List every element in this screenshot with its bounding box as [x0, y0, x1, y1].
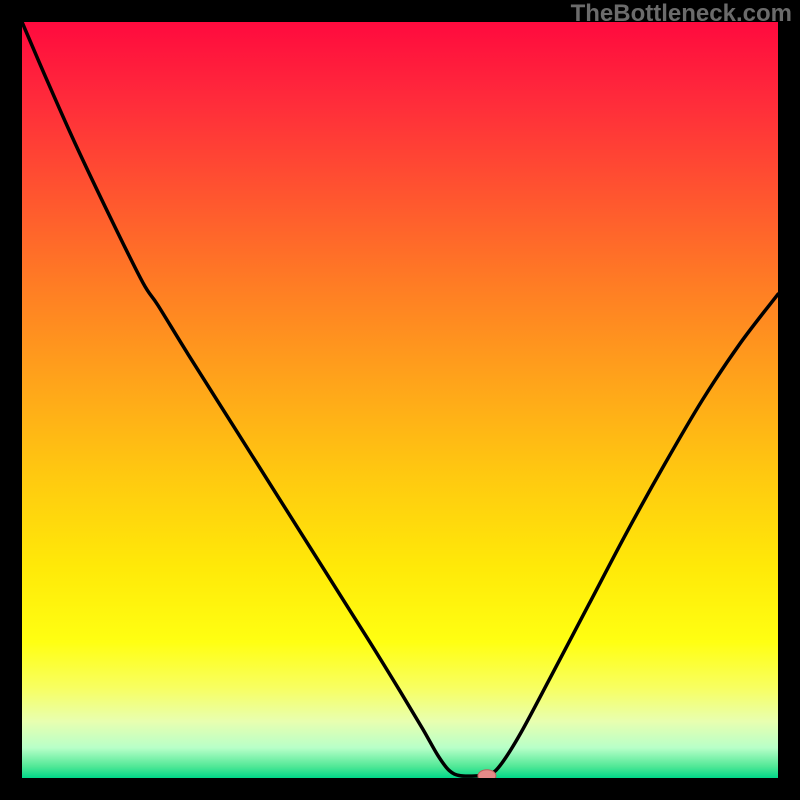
heatmap-gradient — [22, 22, 778, 778]
chart-container: TheBottleneck.com — [0, 0, 800, 800]
plot-area — [22, 22, 778, 778]
watermark-text: TheBottleneck.com — [571, 0, 792, 28]
